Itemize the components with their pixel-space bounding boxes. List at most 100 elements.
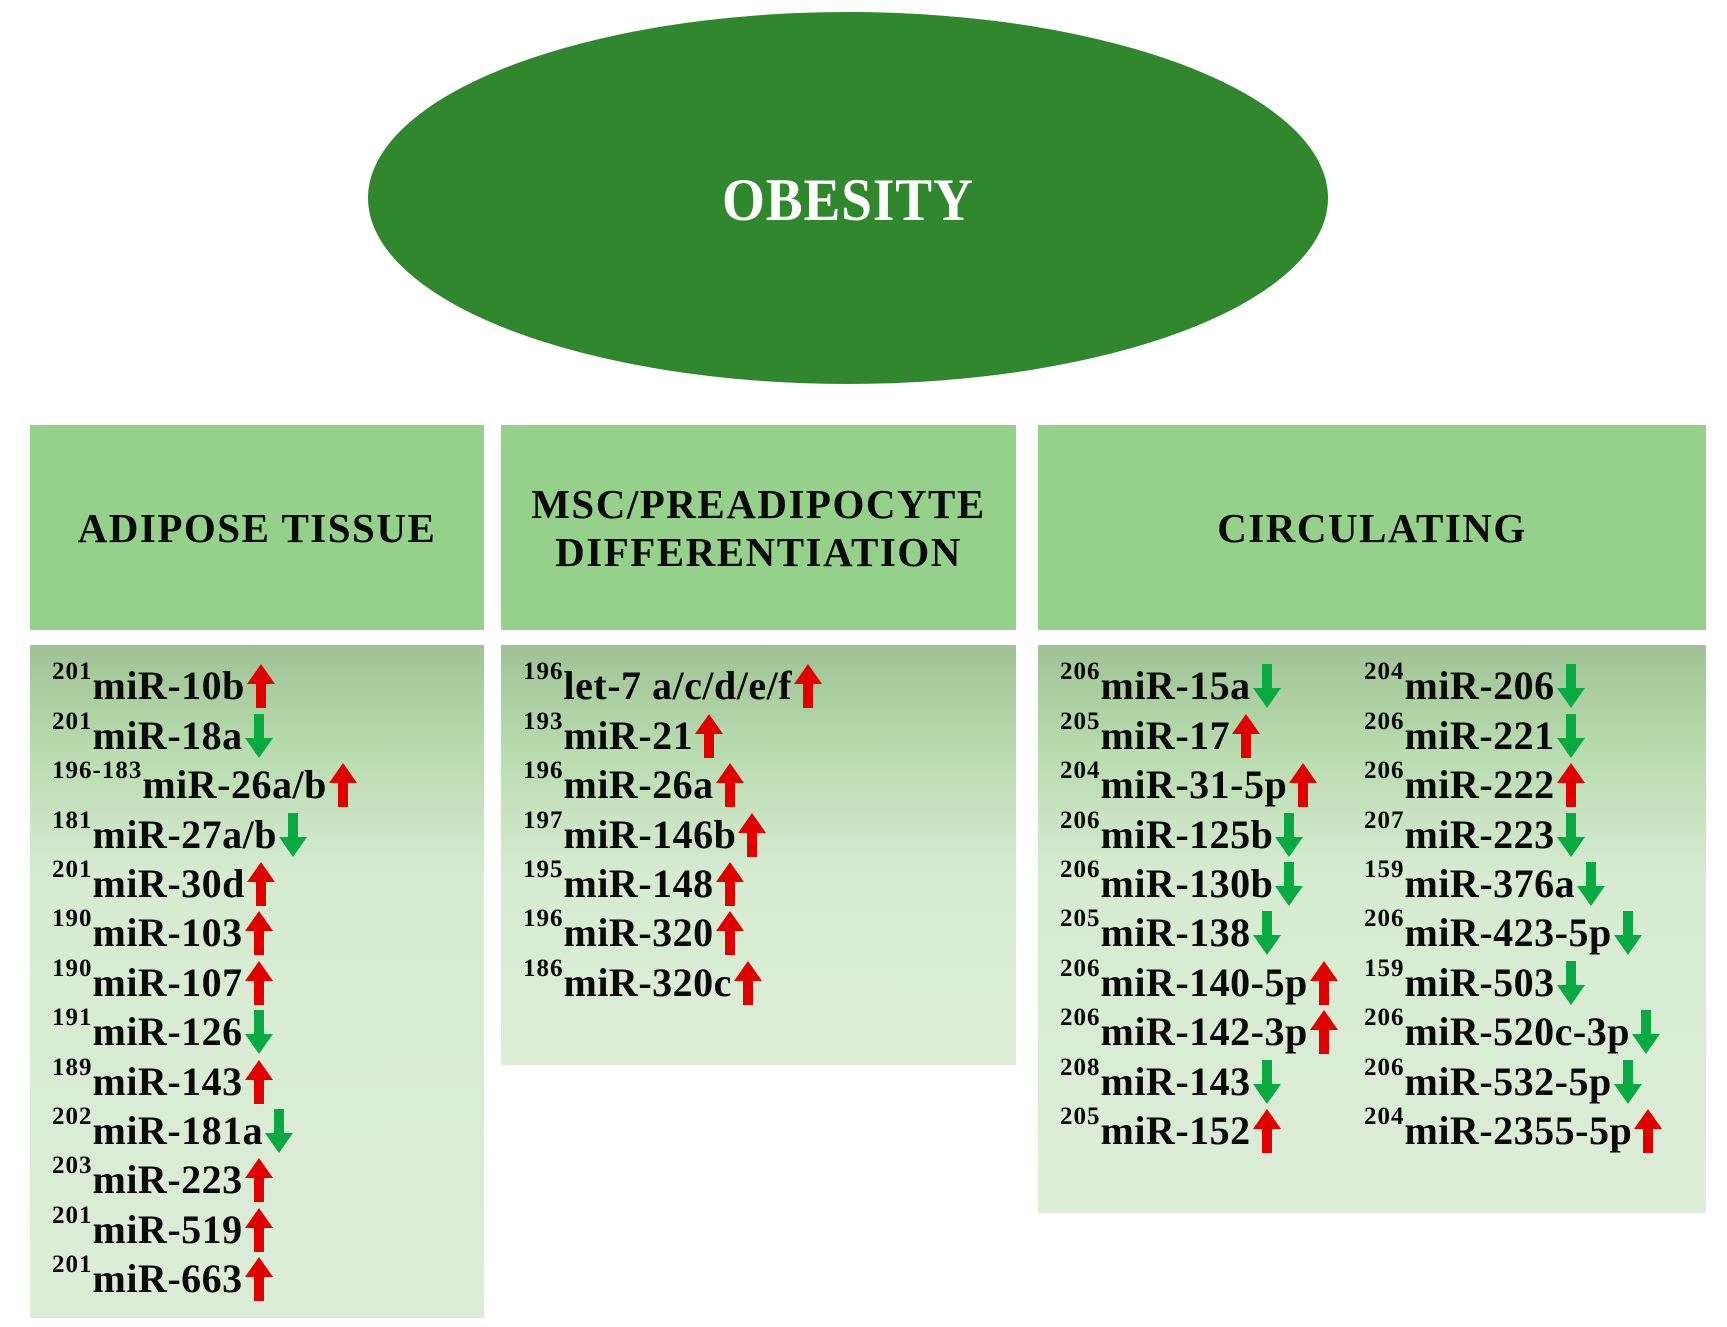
reference-number: 191 <box>52 1004 93 1032</box>
reference-number: 206 <box>1364 757 1405 785</box>
mirna-item: 206 miR-140-5p <box>1060 953 1338 1005</box>
mirna-item: 204 miR-206 <box>1364 657 1662 709</box>
circulating-list-left: 206 miR-15a 205 miR-17 204 miR-31-5p 206 miR-12… <box>1060 657 1338 1153</box>
reference-number: 196 <box>523 905 564 933</box>
reference-number: 189 <box>52 1053 93 1081</box>
reference-number: 190 <box>52 954 93 982</box>
arrow-up-icon <box>244 960 273 1005</box>
arrow-up-icon <box>794 664 823 709</box>
circulating-list-right: 204 miR-206 206 miR-221 206 miR-222 207 miR-223… <box>1364 657 1663 1153</box>
obesity-ellipse: OBESITY <box>368 12 1328 384</box>
mirna-name: miR-142-3p <box>1100 1009 1308 1055</box>
mirna-name: miR-10b <box>92 663 245 709</box>
msc-differentiation-list: 196 let-7 a/c/d/e/f 193 miR-21 196 miR-26a 197… <box>523 657 823 1005</box>
mirna-name: miR-21 <box>563 712 694 758</box>
mirna-item: 206 miR-520c-3p <box>1364 1003 1662 1055</box>
reference-number: 190 <box>52 905 93 933</box>
reference-number: 193 <box>523 707 564 735</box>
mirna-name: miR-31-5p <box>1100 762 1288 808</box>
mirna-item: 206 miR-142-3p <box>1060 1003 1338 1055</box>
mirna-item: 190 miR-103 <box>52 904 357 956</box>
mirna-name: miR-26a/b <box>142 762 327 808</box>
mirna-name: miR-221 <box>1404 712 1555 758</box>
header-label: MSC/PREADIPOCYTE DIFFERENTIATION <box>531 480 986 575</box>
arrow-up-icon <box>244 1158 273 1203</box>
mirna-name: miR-376a <box>1404 860 1576 906</box>
arrow-up-icon <box>246 861 275 906</box>
mirna-item: 159 miR-503 <box>1364 953 1662 1005</box>
mirna-item: 181 miR-27a/b <box>52 805 357 857</box>
arrow-down-icon <box>1275 861 1304 906</box>
mirna-item: 196 let-7 a/c/d/e/f <box>523 657 823 709</box>
reference-number: 206 <box>1060 855 1101 883</box>
mirna-name: let-7 a/c/d/e/f <box>563 663 793 709</box>
mirna-name: miR-152 <box>1100 1107 1251 1153</box>
mirna-item: 186 miR-320c <box>523 953 822 1005</box>
arrow-down-icon <box>1275 812 1304 857</box>
reference-number: 204 <box>1060 757 1101 785</box>
reference-number: 195 <box>523 855 564 883</box>
arrow-up-icon <box>1232 713 1261 758</box>
reference-number: 201 <box>52 855 93 883</box>
arrow-up-icon <box>1309 960 1338 1005</box>
reference-number: 159 <box>1364 855 1405 883</box>
reference-number: 206 <box>1364 1053 1405 1081</box>
reference-number: 201 <box>52 658 93 686</box>
reference-number: 206 <box>1060 658 1101 686</box>
arrow-up-icon <box>244 1059 273 1104</box>
mirna-name: miR-126 <box>92 1009 243 1055</box>
reference-number: 204 <box>1364 658 1405 686</box>
mirna-name: miR-223 <box>1404 811 1555 857</box>
mirna-name: miR-520c-3p <box>1404 1009 1630 1055</box>
arrow-down-icon <box>1613 1059 1642 1104</box>
arrow-down-icon <box>1556 812 1585 857</box>
mirna-name: miR-143 <box>92 1058 243 1104</box>
arrow-up-icon <box>1634 1108 1663 1153</box>
mirna-item: 191 miR-126 <box>52 1003 357 1055</box>
arrow-up-icon <box>1309 1010 1338 1055</box>
reference-number: 205 <box>1060 707 1101 735</box>
circulating-list-box: 206 miR-15a 205 miR-17 204 miR-31-5p 206 miR-12… <box>1038 645 1706 1213</box>
mirna-item: 196 miR-26a <box>523 756 822 808</box>
arrow-up-icon <box>733 960 762 1005</box>
reference-number: 203 <box>52 1152 93 1180</box>
mirna-item: 206 miR-532-5p <box>1364 1052 1662 1104</box>
reference-number: 205 <box>1060 905 1101 933</box>
mirna-item: 197 miR-146b <box>523 805 822 857</box>
reference-number: 159 <box>1364 954 1405 982</box>
reference-number: 206 <box>1060 1004 1101 1032</box>
arrow-down-icon <box>244 713 273 758</box>
arrow-down-icon <box>1556 664 1585 709</box>
reference-number: 206 <box>1060 806 1101 834</box>
mirna-item: 189 miR-143 <box>52 1052 357 1104</box>
header-label: ADIPOSE TISSUE <box>77 504 437 551</box>
arrow-up-icon <box>715 763 744 808</box>
arrow-up-icon <box>738 812 767 857</box>
mirna-name: miR-223 <box>92 1157 243 1203</box>
reference-number: 208 <box>1060 1053 1101 1081</box>
mirna-name: miR-30d <box>92 860 245 906</box>
reference-number: 186 <box>523 954 564 982</box>
mirna-item: 206 miR-130b <box>1060 855 1338 906</box>
mirna-name: miR-140-5p <box>1100 959 1308 1005</box>
header-circulating: CIRCULATING <box>1038 425 1706 630</box>
mirna-item: 159 miR-376a <box>1364 855 1662 906</box>
arrow-up-icon <box>328 763 357 808</box>
mirna-name: miR-27a/b <box>92 811 277 857</box>
mirna-item: 201 miR-30d <box>52 855 357 906</box>
mirna-name: miR-222 <box>1404 762 1555 808</box>
mirna-name: miR-181a <box>92 1107 264 1153</box>
header-adipose-tissue: ADIPOSE TISSUE <box>30 425 484 630</box>
arrow-up-icon <box>244 1257 273 1302</box>
mirna-item: 204 miR-2355-5p <box>1364 1102 1663 1153</box>
arrow-down-icon <box>279 812 307 857</box>
arrow-up-icon <box>715 911 744 956</box>
arrow-down-icon <box>1631 1010 1660 1055</box>
mirna-name: miR-146b <box>563 811 737 857</box>
arrow-up-icon <box>1289 763 1318 808</box>
mirna-name: miR-532-5p <box>1404 1058 1612 1104</box>
mirna-name: miR-138 <box>1100 910 1251 956</box>
mirna-item: 196 miR-320 <box>523 904 822 956</box>
mirna-name: miR-130b <box>1100 860 1274 906</box>
mirna-item: 201 miR-10b <box>52 657 357 709</box>
